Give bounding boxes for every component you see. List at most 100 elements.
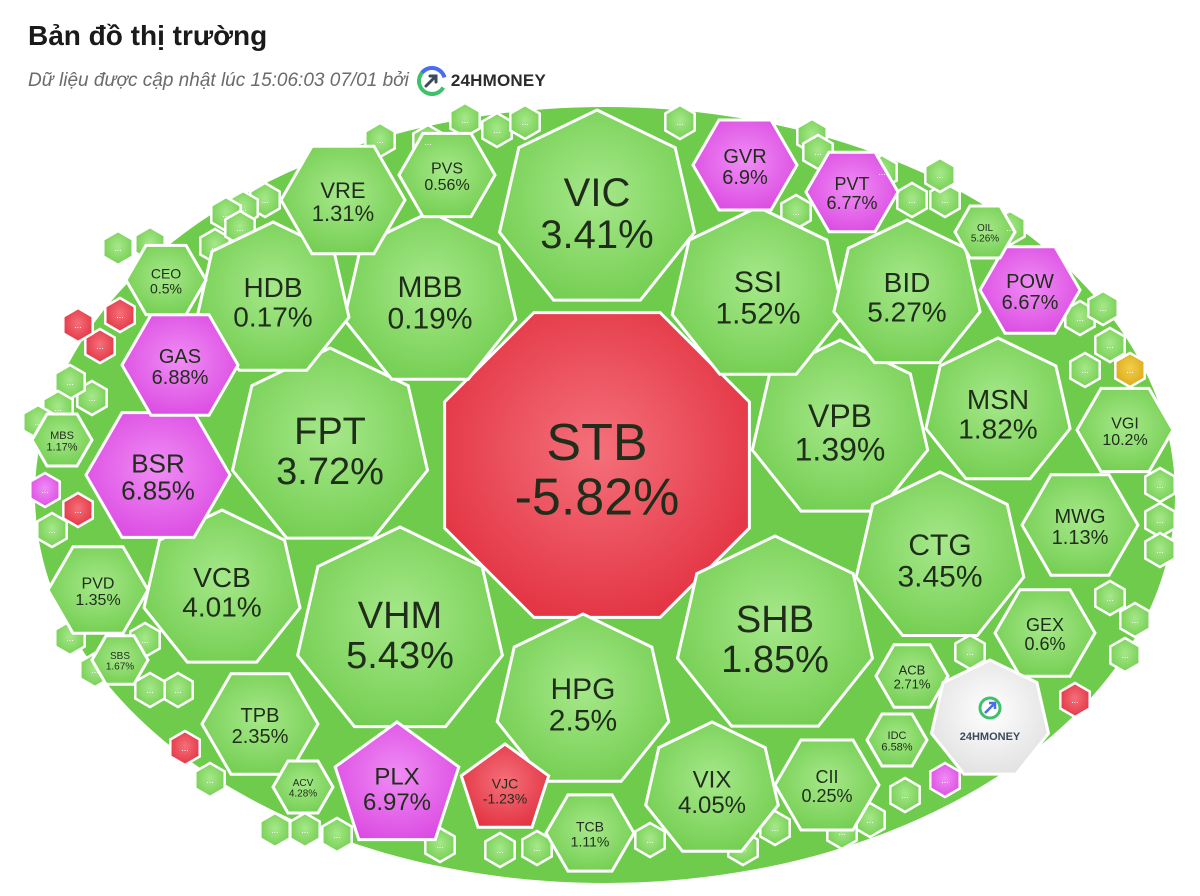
small-cell-19[interactable] bbox=[1094, 326, 1126, 364]
cell-ticker-label: VIX bbox=[693, 767, 732, 794]
cell-change-label: 2.35% bbox=[232, 726, 289, 748]
small-cell-28[interactable] bbox=[1059, 681, 1091, 719]
cell-acv[interactable] bbox=[271, 759, 335, 815]
cell-ticker-label: PVS bbox=[431, 160, 463, 177]
cell-ceo[interactable] bbox=[124, 243, 208, 317]
cell-change-label: 5.27% bbox=[867, 297, 946, 328]
small-cell-30[interactable] bbox=[929, 761, 961, 799]
cell-ticker-label: PVD bbox=[82, 575, 115, 592]
cell-mwg[interactable] bbox=[1020, 473, 1140, 577]
small-cell-40[interactable] bbox=[321, 816, 353, 854]
small-cell-15[interactable] bbox=[924, 156, 956, 194]
small-cell-more-label: ... bbox=[1076, 313, 1084, 323]
small-cell-8[interactable] bbox=[664, 103, 696, 141]
cell-pvt[interactable] bbox=[804, 150, 900, 234]
cell-ticker-label: TCB bbox=[576, 819, 604, 835]
cell-change-label: 6.9% bbox=[722, 167, 768, 189]
cell-acb[interactable] bbox=[874, 643, 950, 709]
cell-ticker-label: CTG bbox=[908, 529, 971, 562]
small-cell-more-label: ... bbox=[1106, 593, 1114, 603]
small-cell-more-label: ... bbox=[966, 647, 974, 657]
cell-vgi[interactable] bbox=[1075, 386, 1175, 474]
small-cell-38[interactable] bbox=[484, 831, 516, 869]
cell-ticker-label: SHB bbox=[736, 599, 814, 641]
small-cell-52[interactable] bbox=[36, 511, 68, 549]
cell-vpb[interactable] bbox=[750, 338, 930, 513]
small-cell-42[interactable] bbox=[259, 811, 291, 849]
small-cell-7[interactable] bbox=[509, 103, 541, 141]
small-cell-more-label: ... bbox=[211, 241, 219, 251]
cell-fpt[interactable] bbox=[230, 346, 430, 540]
small-cell-26[interactable] bbox=[1119, 601, 1151, 639]
cell-bid[interactable] bbox=[832, 218, 982, 365]
small-cell-more-label: ... bbox=[838, 827, 846, 837]
cell-pow[interactable] bbox=[978, 245, 1082, 335]
cell-change-label: 1.82% bbox=[958, 414, 1037, 445]
small-cell-51[interactable] bbox=[62, 491, 94, 529]
small-cell-58[interactable] bbox=[102, 229, 134, 267]
cell-change-label: 1.17% bbox=[46, 441, 77, 453]
cell-idc[interactable] bbox=[865, 712, 929, 768]
cell-ticker-label: HDB bbox=[243, 272, 302, 303]
cell-vre[interactable] bbox=[279, 144, 407, 256]
cell-ticker-label: GVR bbox=[723, 146, 766, 168]
cell-mbb[interactable] bbox=[342, 210, 518, 381]
small-cell-25[interactable] bbox=[1094, 579, 1126, 617]
cell-vic[interactable] bbox=[497, 108, 697, 302]
small-cell-more-label: ... bbox=[878, 167, 886, 177]
small-cell-50[interactable] bbox=[29, 471, 61, 509]
cell-shb[interactable] bbox=[675, 534, 875, 728]
cell-cii[interactable] bbox=[773, 738, 881, 832]
small-cell-more-label: ... bbox=[1081, 365, 1089, 375]
cell-ticker-label: MWG bbox=[1054, 506, 1105, 528]
small-cell-31[interactable] bbox=[889, 776, 921, 814]
cell-change-label: 5.43% bbox=[346, 635, 454, 677]
small-cell-more-label: ... bbox=[41, 485, 49, 495]
cell-vix[interactable] bbox=[644, 720, 780, 853]
cell-mbs[interactable] bbox=[30, 412, 94, 468]
brand-logo[interactable]: 24HMONEY bbox=[416, 66, 546, 96]
cell-pvd[interactable] bbox=[46, 545, 150, 635]
cell-plx[interactable] bbox=[333, 720, 461, 842]
cell-ssi[interactable] bbox=[670, 205, 846, 376]
heatmap-svg: ........................................… bbox=[22, 101, 1176, 883]
cell-ctg[interactable] bbox=[854, 470, 1026, 637]
cell-change-label: 0.56% bbox=[424, 177, 469, 194]
small-cell-56[interactable] bbox=[62, 306, 94, 344]
small-cell-57[interactable] bbox=[104, 296, 136, 334]
cell-gvr[interactable] bbox=[691, 118, 799, 212]
small-cell-more-label: ... bbox=[141, 635, 149, 645]
cell-change-label: 0.6% bbox=[1024, 634, 1065, 654]
cell-oil[interactable] bbox=[953, 204, 1017, 260]
small-cell-more-label: ... bbox=[66, 633, 74, 643]
cell-ticker-label: VCB bbox=[193, 562, 251, 593]
cell-ticker-label: VJC bbox=[492, 776, 518, 792]
cell-sbs[interactable] bbox=[90, 634, 150, 686]
small-cell-44[interactable] bbox=[194, 761, 226, 799]
cell-gas[interactable] bbox=[120, 313, 240, 417]
cell-pvs[interactable] bbox=[397, 131, 497, 219]
small-cell-36[interactable] bbox=[634, 821, 666, 859]
cell-hdb[interactable] bbox=[195, 220, 351, 372]
cell-hpg[interactable] bbox=[495, 612, 671, 783]
cell-gex[interactable] bbox=[993, 588, 1097, 678]
cell-vcb[interactable] bbox=[142, 508, 302, 664]
small-cell-more-label: ... bbox=[222, 209, 230, 219]
cell-change-label: 3.41% bbox=[540, 213, 653, 257]
small-cell-more-label: ... bbox=[1131, 615, 1139, 625]
small-cell-more-label: ... bbox=[271, 825, 279, 835]
cell-tcb[interactable] bbox=[544, 793, 636, 873]
small-cell-18[interactable] bbox=[1087, 289, 1119, 327]
small-cell-more-label: ... bbox=[792, 207, 800, 217]
cell-msn[interactable] bbox=[924, 336, 1072, 481]
small-cell-24[interactable] bbox=[1144, 531, 1176, 569]
small-cell-27[interactable] bbox=[1109, 636, 1141, 674]
small-cell-20[interactable] bbox=[1069, 351, 1101, 389]
small-cell-43[interactable] bbox=[169, 729, 201, 767]
cell-ticker-label: PVT bbox=[834, 174, 869, 194]
cell-vjc[interactable] bbox=[459, 742, 551, 829]
small-cell-more-label: ... bbox=[493, 125, 501, 135]
small-cell-more-label: ... bbox=[236, 223, 244, 233]
cell-change-label: 0.17% bbox=[233, 302, 312, 333]
cell-change-label: 6.58% bbox=[881, 741, 912, 753]
